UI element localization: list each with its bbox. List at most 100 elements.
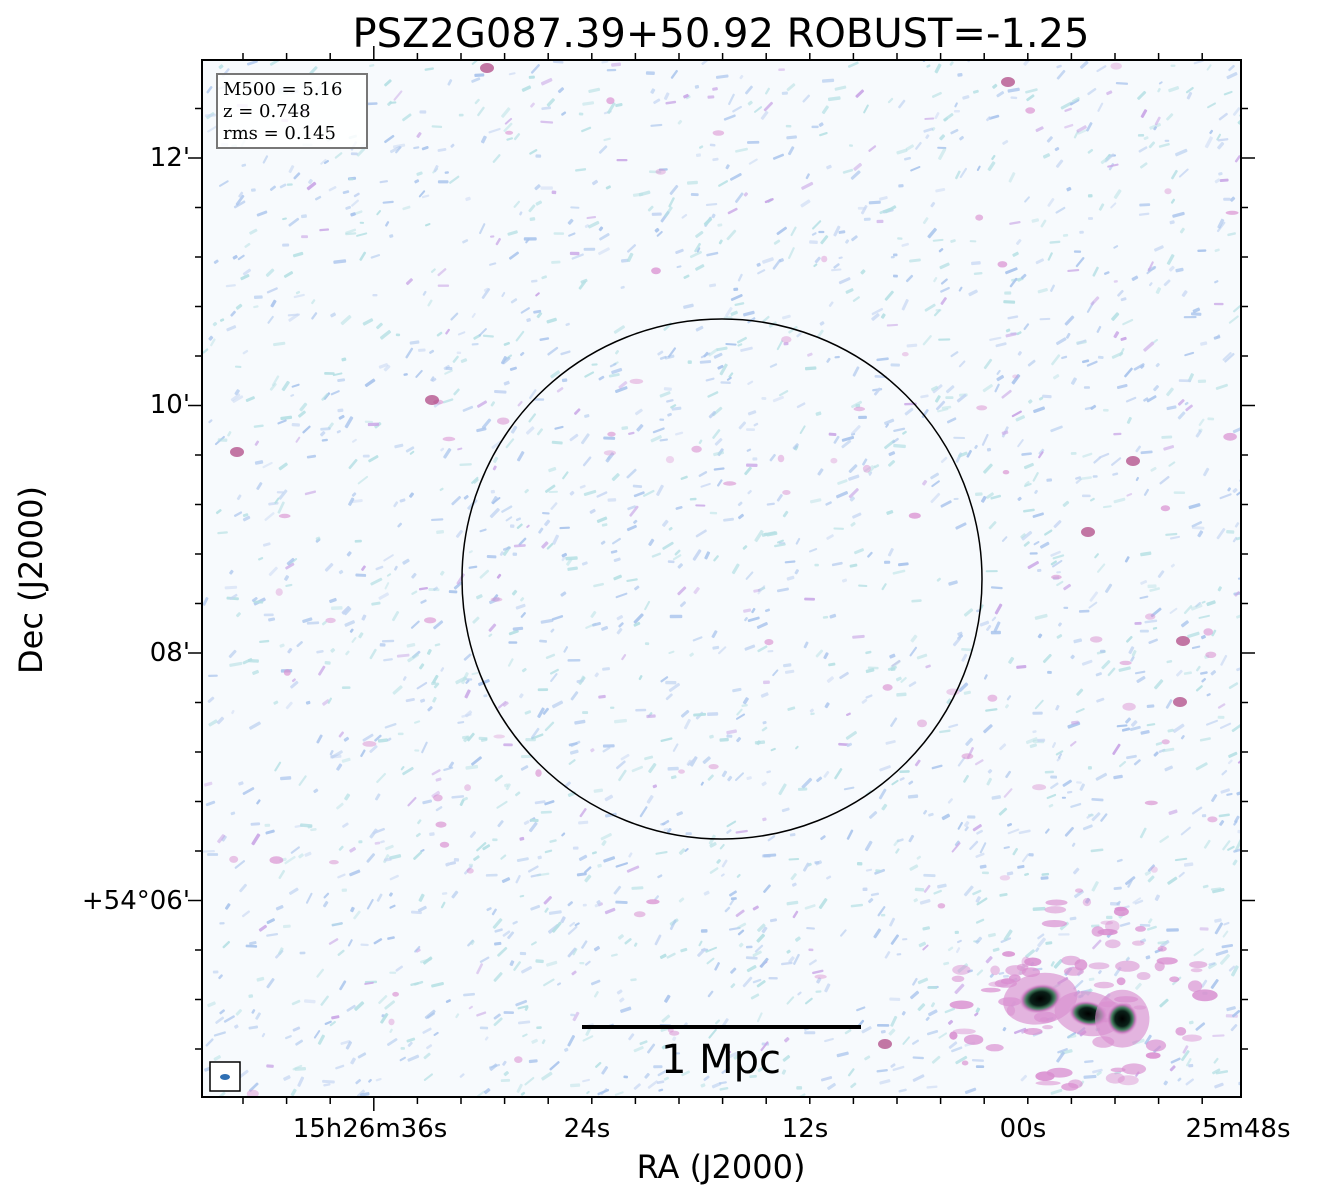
- noise-speck: [592, 622, 602, 627]
- noise-speck: [569, 433, 579, 442]
- noise-speck: [445, 366, 453, 371]
- noise-speck: [850, 903, 863, 908]
- noise-speck: [266, 932, 279, 937]
- noise-speck: [290, 1088, 297, 1097]
- noise-speck: [901, 1011, 906, 1016]
- noise-speck: [1220, 788, 1230, 794]
- noise-patch: [975, 214, 984, 221]
- noise-speck: [1070, 654, 1075, 660]
- noise-speck: [416, 132, 422, 138]
- noise-speck: [213, 1055, 221, 1061]
- noise-speck: [958, 451, 968, 458]
- noise-speck: [788, 956, 795, 964]
- noise-speck: [938, 338, 951, 341]
- noise-speck: [1140, 730, 1150, 735]
- noise-speck: [912, 1074, 925, 1082]
- noise-speck: [279, 643, 285, 648]
- noise-speck: [706, 957, 715, 965]
- noise-speck: [657, 874, 663, 879]
- noise-speck: [671, 406, 682, 411]
- noise-speck: [483, 287, 489, 293]
- noise-speck: [351, 199, 359, 207]
- noise-speck: [735, 772, 745, 782]
- noise-patch: [1207, 816, 1218, 823]
- noise-speck: [587, 220, 600, 229]
- noise-speck: [783, 663, 792, 668]
- noise-speck: [280, 415, 293, 421]
- noise-speck: [858, 584, 868, 588]
- noise-speck: [1032, 472, 1039, 482]
- noise-speck: [384, 582, 390, 590]
- noise-speck: [808, 948, 814, 952]
- noise-speck: [1147, 584, 1157, 589]
- noise-speck: [799, 425, 806, 434]
- noise-speck: [653, 1065, 663, 1069]
- noise-speck: [323, 1083, 331, 1087]
- noise-speck: [957, 963, 969, 973]
- noise-speck: [805, 173, 810, 180]
- noise-speck: [1084, 1059, 1094, 1064]
- noise-speck: [1126, 493, 1133, 497]
- noise-speck: [1087, 194, 1093, 198]
- noise-speck: [975, 936, 983, 944]
- noise-speck: [349, 869, 361, 877]
- noise-speck: [784, 560, 796, 564]
- noise-speck: [561, 832, 566, 837]
- noise-speck: [656, 1080, 665, 1085]
- noise-speck: [568, 742, 578, 747]
- noise-speck: [785, 124, 792, 128]
- noise-speck: [764, 198, 774, 204]
- noise-speck: [626, 578, 638, 583]
- noise-speck: [579, 675, 585, 683]
- southeast-diffuse: [1115, 960, 1140, 972]
- noise-speck: [1195, 430, 1202, 438]
- noise-speck: [663, 828, 669, 832]
- noise-speck: [1198, 418, 1205, 427]
- noise-speck: [1139, 162, 1148, 169]
- noise-speck: [885, 740, 896, 745]
- noise-patch: [1160, 505, 1171, 512]
- noise-speck: [270, 299, 277, 308]
- noise-patch: [1051, 574, 1062, 580]
- southeast-diffuse: [1145, 1039, 1167, 1052]
- noise-patch: [997, 261, 1008, 268]
- noise-speck: [278, 462, 288, 471]
- noise-speck: [413, 851, 423, 860]
- noise-speck: [1064, 123, 1074, 129]
- noise-speck: [700, 781, 704, 786]
- noise-speck: [440, 447, 445, 452]
- noise-speck: [1062, 233, 1069, 237]
- info-m500: M500 = 5.16: [223, 79, 342, 100]
- noise-patch: [607, 431, 616, 437]
- noise-patch: [1145, 613, 1156, 620]
- noise-speck: [841, 439, 852, 449]
- noise-speck: [888, 1028, 896, 1036]
- noise-speck: [1045, 828, 1050, 834]
- noise-speck: [727, 775, 733, 782]
- noise-speck: [1176, 669, 1183, 677]
- noise-speck: [1173, 491, 1186, 495]
- noise-speck: [617, 934, 624, 940]
- noise-speck: [242, 513, 249, 518]
- noise-speck: [541, 275, 548, 280]
- noise-speck: [1183, 315, 1197, 319]
- noise-speck: [509, 960, 515, 967]
- noise-speck: [727, 1051, 740, 1059]
- noise-speck: [752, 457, 758, 461]
- noise-speck: [651, 212, 662, 216]
- noise-speck: [1124, 556, 1130, 563]
- noise-speck: [216, 716, 225, 725]
- noise-speck: [720, 873, 725, 877]
- noise-speck: [924, 303, 936, 312]
- noise-speck: [598, 145, 608, 154]
- noise-speck: [1050, 425, 1063, 433]
- noise-speck: [1219, 820, 1225, 826]
- noise-speck: [432, 696, 437, 703]
- noise-speck: [721, 770, 728, 778]
- noise-speck: [236, 494, 242, 501]
- noise-speck: [881, 583, 887, 591]
- noise-patch: [392, 991, 399, 997]
- noise-speck: [892, 1065, 905, 1072]
- noise-speck: [900, 676, 907, 683]
- noise-speck: [1020, 533, 1026, 539]
